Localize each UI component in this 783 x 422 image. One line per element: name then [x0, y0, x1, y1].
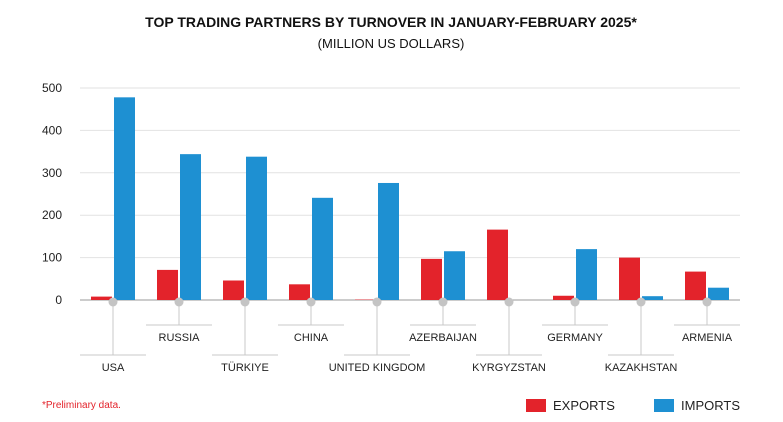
bar-exports-8 [619, 257, 640, 300]
bar-imports-7 [576, 249, 597, 300]
legend-swatch-exports [526, 399, 546, 412]
legend: EXPORTS IMPORTS [526, 398, 740, 413]
bar-exports-3 [289, 284, 310, 300]
legend-swatch-imports [654, 399, 674, 412]
bar-exports-7 [553, 295, 574, 300]
category-label: KYRGYZSTAN [472, 362, 546, 374]
category-label: TÜRKIYE [221, 362, 269, 374]
category-label: UNITED KINGDOM [329, 362, 426, 374]
y-tick-label: 200 [42, 208, 62, 222]
bar-exports-1 [157, 269, 178, 300]
bar-imports-5 [444, 251, 465, 300]
category-marker [504, 297, 514, 307]
bar-exports-6 [487, 229, 508, 300]
y-tick-label: 500 [42, 81, 62, 95]
category-marker [438, 297, 448, 307]
bar-exports-0 [91, 296, 112, 300]
category-label: CHINA [294, 332, 329, 344]
bar-imports-2 [246, 156, 267, 300]
bar-exports-9 [685, 271, 706, 300]
category-marker [240, 297, 250, 307]
category-label: USA [102, 362, 125, 374]
bar-imports-8 [642, 296, 663, 300]
category-marker [570, 297, 580, 307]
bar-imports-9 [708, 287, 729, 300]
y-tick-label: 100 [42, 251, 62, 265]
category-marker [108, 297, 118, 307]
bar-imports-3 [312, 197, 333, 300]
category-marker [636, 297, 646, 307]
bar-imports-1 [180, 154, 201, 300]
grid [80, 87, 740, 301]
chart-title: TOP TRADING PARTNERS BY TURNOVER IN JANU… [145, 14, 637, 30]
y-tick-label: 400 [42, 123, 62, 137]
category-marker [174, 297, 184, 307]
bars [91, 97, 729, 300]
category-labels: USA RUSSIA TÜRKIYE CHINA UNITED KINGDOM AZERB… [80, 297, 740, 374]
y-tick-label: 300 [42, 166, 62, 180]
category-label: RUSSIA [159, 332, 201, 344]
category-marker [372, 297, 382, 307]
category-label: GERMANY [547, 332, 603, 344]
category-label: KAZAKHSTAN [605, 362, 678, 374]
chart-subtitle: (MILLION US DOLLARS) [318, 36, 465, 51]
category-marker [306, 297, 316, 307]
footnote: *Preliminary data. [42, 400, 121, 411]
bar-exports-2 [223, 280, 244, 300]
category-label: ARMENIA [682, 332, 733, 344]
bar-imports-4 [378, 182, 399, 300]
y-tick-label: 0 [55, 293, 62, 307]
legend-label-exports: EXPORTS [553, 398, 615, 413]
legend-label-imports: IMPORTS [681, 398, 740, 413]
bar-imports-0 [114, 97, 135, 300]
bar-exports-5 [421, 258, 442, 300]
y-axis-ticks: 0 100 200 300 400 500 [42, 81, 62, 307]
category-label: AZERBAIJAN [409, 332, 477, 344]
category-marker [702, 297, 712, 307]
